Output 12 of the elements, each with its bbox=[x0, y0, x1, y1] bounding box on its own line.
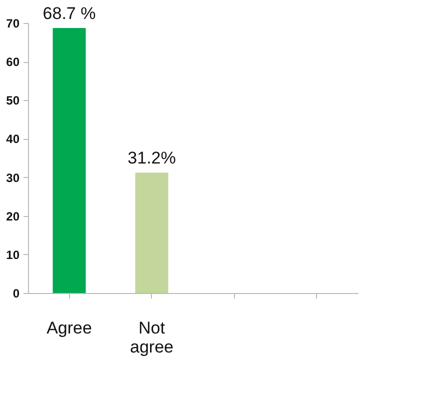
x-tick-label: Not agree bbox=[130, 318, 174, 356]
x-tick-label: Agree bbox=[46, 318, 92, 338]
y-tick-label: 20 bbox=[6, 209, 20, 224]
y-tick-label: 0 bbox=[12, 286, 20, 300]
y-tick-label: 70 bbox=[6, 16, 20, 30]
y-tick-label: 10 bbox=[6, 248, 20, 262]
y-tick-label: 40 bbox=[6, 132, 20, 146]
y-tick-label: 50 bbox=[6, 94, 20, 108]
data-label: 68.7 % bbox=[42, 4, 96, 24]
data-label: 31.2% bbox=[128, 148, 176, 168]
y-tick-label: 30 bbox=[6, 170, 20, 185]
y-tick-label: 60 bbox=[6, 55, 20, 70]
